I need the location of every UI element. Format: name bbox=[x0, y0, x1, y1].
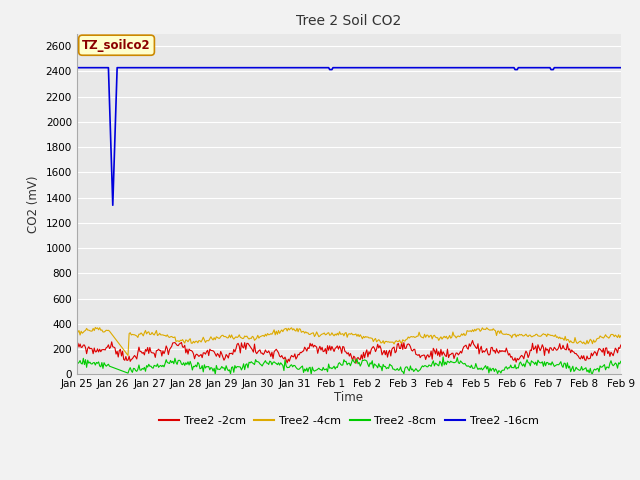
Tree2 -16cm bbox=[73, 65, 81, 71]
Tree2 -16cm bbox=[398, 65, 406, 71]
Tree2 -2cm bbox=[352, 360, 360, 366]
Tree2 -2cm bbox=[73, 347, 81, 352]
Tree2 -16cm bbox=[617, 65, 625, 71]
Tree2 -16cm bbox=[109, 203, 116, 208]
Tree2 -2cm bbox=[606, 353, 614, 359]
Tree2 -2cm bbox=[369, 345, 376, 350]
Tree2 -8cm bbox=[73, 360, 81, 365]
Text: TZ_soilco2: TZ_soilco2 bbox=[82, 39, 151, 52]
Line: Tree2 -16cm: Tree2 -16cm bbox=[77, 68, 621, 205]
Line: Tree2 -2cm: Tree2 -2cm bbox=[77, 340, 621, 363]
Tree2 -2cm bbox=[335, 346, 342, 352]
X-axis label: Time: Time bbox=[334, 391, 364, 404]
Tree2 -4cm bbox=[92, 324, 99, 330]
Tree2 -4cm bbox=[333, 330, 341, 336]
Tree2 -8cm bbox=[439, 354, 447, 360]
Tree2 -8cm bbox=[617, 359, 625, 364]
Legend: Tree2 -2cm, Tree2 -4cm, Tree2 -8cm, Tree2 -16cm: Tree2 -2cm, Tree2 -4cm, Tree2 -8cm, Tree… bbox=[155, 411, 543, 430]
Tree2 -2cm bbox=[468, 337, 476, 343]
Tree2 -2cm bbox=[521, 351, 529, 357]
Tree2 -4cm bbox=[617, 333, 625, 338]
Tree2 -16cm bbox=[336, 65, 344, 71]
Tree2 -16cm bbox=[369, 65, 376, 71]
Tree2 -16cm bbox=[332, 65, 340, 71]
Tree2 -2cm bbox=[398, 339, 406, 345]
Tree2 -8cm bbox=[521, 364, 529, 370]
Tree2 -8cm bbox=[332, 364, 340, 370]
Tree2 -4cm bbox=[399, 337, 406, 343]
Tree2 -8cm bbox=[398, 368, 406, 374]
Tree2 -2cm bbox=[332, 346, 339, 351]
Tree2 -2cm bbox=[617, 342, 625, 348]
Y-axis label: CO2 (mV): CO2 (mV) bbox=[27, 175, 40, 233]
Tree2 -4cm bbox=[337, 331, 344, 337]
Tree2 -8cm bbox=[369, 358, 376, 364]
Tree2 -4cm bbox=[124, 353, 132, 359]
Tree2 -4cm bbox=[606, 334, 614, 339]
Line: Tree2 -8cm: Tree2 -8cm bbox=[77, 357, 621, 374]
Title: Tree 2 Soil CO2: Tree 2 Soil CO2 bbox=[296, 14, 401, 28]
Tree2 -8cm bbox=[606, 360, 614, 366]
Tree2 -4cm bbox=[369, 339, 377, 345]
Tree2 -16cm bbox=[520, 65, 527, 71]
Line: Tree2 -4cm: Tree2 -4cm bbox=[77, 327, 621, 356]
Tree2 -4cm bbox=[73, 331, 81, 337]
Tree2 -8cm bbox=[211, 372, 219, 377]
Tree2 -8cm bbox=[336, 360, 344, 366]
Tree2 -4cm bbox=[521, 332, 529, 338]
Tree2 -16cm bbox=[605, 65, 612, 71]
